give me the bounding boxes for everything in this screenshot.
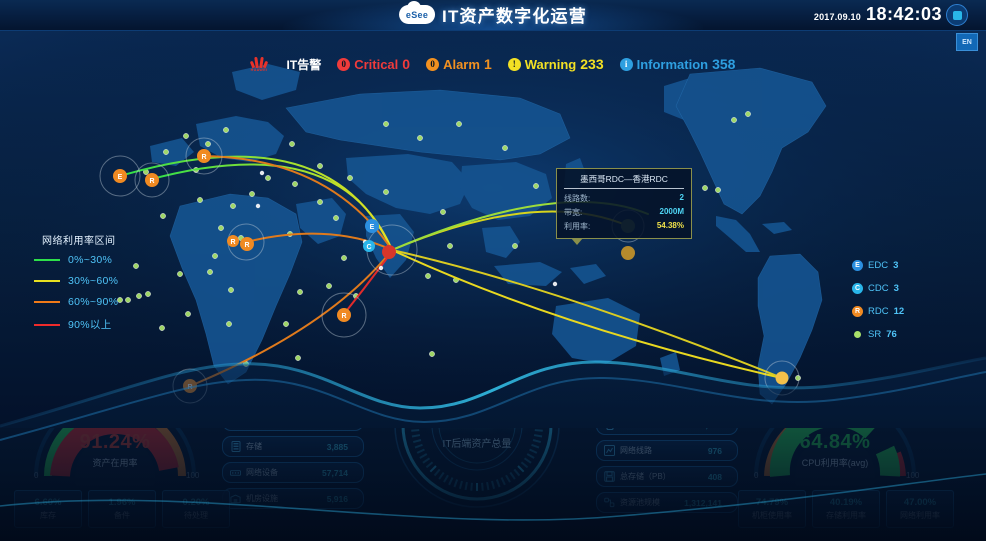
tooltip-arrow	[571, 238, 583, 245]
svg-text:R: R	[201, 154, 206, 161]
esee-logo-text: eSee	[405, 9, 429, 20]
app-branding: eSee IT资产数字化运营	[399, 1, 587, 27]
alarm-item-critical[interactable]: 0 Critical 0	[337, 56, 410, 72]
node-legend-label-edc: EDC	[868, 260, 889, 271]
node-legend-count-cdc: 3	[893, 283, 899, 294]
svg-text:R: R	[244, 242, 249, 249]
clock-date: 2017.09.10	[813, 12, 861, 22]
link-tooltip: 墨西哥RDC—香港RDC 线路数: 2 带宽: 2000M 利用率: 54.38…	[556, 168, 692, 245]
node-legend-item-cdc[interactable]: C CDC 3	[852, 283, 904, 294]
rdc-icon: R	[852, 306, 863, 317]
huawei-wordmark: HUAWEI	[250, 68, 268, 73]
warning-icon: !	[507, 57, 521, 71]
node-legend-label-cdc: CDC	[868, 283, 889, 294]
node-legend-item-sr[interactable]: SR 76	[852, 329, 904, 340]
tooltip-row-utilization: 利用率: 54.38%	[564, 221, 684, 232]
legend-swatch-green	[34, 259, 60, 261]
tooltip-value-lines: 2	[679, 193, 684, 202]
alarm-item-warning[interactable]: ! Warning 233	[507, 56, 604, 72]
alarm-count-information: 358	[712, 56, 736, 72]
information-icon: i	[619, 57, 633, 71]
tooltip-row-bandwidth: 带宽: 2000M	[564, 207, 684, 218]
critical-icon: 0	[337, 57, 351, 71]
legend-label-0-30: 0%~30%	[68, 254, 113, 266]
node-legend-count-sr: 76	[886, 329, 897, 340]
alarm-label-information: Information	[636, 56, 709, 72]
alarm-item-alarm[interactable]: 0 Alarm 1	[426, 56, 492, 72]
alarm-label-critical: Critical	[354, 56, 399, 72]
svg-text:E: E	[370, 224, 375, 231]
svg-text:R: R	[230, 239, 235, 246]
svg-text:C: C	[366, 244, 371, 251]
node-legend-item-edc[interactable]: E EDC 3	[852, 260, 904, 271]
node-legend-label-sr: SR	[868, 329, 882, 340]
cdc-icon: C	[852, 283, 863, 294]
legend-item-60-90[interactable]: 60%~90%	[34, 296, 118, 308]
svg-text:R: R	[149, 178, 154, 185]
node-legend-label-rdc: RDC	[868, 306, 889, 317]
tooltip-title: 墨西哥RDC—香港RDC	[564, 173, 684, 189]
sr-icon	[854, 331, 861, 338]
tooltip-value-bandwidth: 2000M	[659, 207, 684, 216]
svg-text:E: E	[118, 174, 123, 181]
alarm-item-information[interactable]: i Information 358	[619, 56, 736, 72]
alarm-count-warning: 233	[580, 56, 604, 72]
tooltip-key-lines: 线路数:	[564, 194, 591, 203]
top-bar: eSee IT资产数字化运营 2017.09.10 18:42:03	[0, 0, 986, 31]
legend-label-90-plus: 90%以上	[68, 319, 112, 331]
fullscreen-icon[interactable]	[946, 4, 968, 26]
legend-item-0-30[interactable]: 0%~30%	[34, 254, 118, 266]
svg-text:R: R	[341, 313, 346, 320]
legend-label-30-60: 30%~60%	[68, 275, 119, 287]
header-glow	[283, 0, 703, 30]
legend-label-60-90: 60%~90%	[68, 296, 119, 308]
tooltip-row-lines: 线路数: 2	[564, 193, 684, 204]
clock-time: 18:42:03	[865, 4, 942, 24]
alarm-bar-label: IT告警	[286, 57, 322, 72]
alarm-summary-bar: HUAWEI IT告警 0 Critical 0 0 Alarm 1 ! War…	[0, 52, 986, 76]
edc-icon: E	[852, 260, 863, 271]
legend-swatch-yellow	[34, 280, 60, 282]
node-legend-item-rdc[interactable]: R RDC 12	[852, 306, 904, 317]
node-legend-count-rdc: 12	[893, 306, 905, 317]
legend-title: 网络利用率区间	[42, 236, 116, 247]
alarm-count-alarm: 1	[483, 56, 492, 72]
clock: 2017.09.10 18:42:03	[814, 4, 942, 25]
node-type-legend: E EDC 3 C CDC 3 R RDC 12 SR 76	[852, 260, 904, 352]
huawei-fan-icon	[249, 55, 269, 69]
huawei-logo: HUAWEI	[249, 55, 269, 73]
legend-swatch-red	[34, 323, 60, 326]
network-utilization-legend: 网络利用率区间 0%~30% 30%~60% 60%~90% 90%以上	[34, 232, 118, 341]
language-toggle-button[interactable]: EN	[956, 33, 978, 51]
world-map[interactable]: E R R R R R R E C	[0, 28, 986, 428]
tooltip-key-utilization: 利用率:	[564, 222, 591, 231]
tooltip-key-bandwidth: 带宽:	[564, 208, 583, 217]
alarm-label-alarm: Alarm	[443, 56, 480, 72]
alarm-icon: 0	[426, 57, 440, 71]
legend-swatch-orange	[34, 301, 60, 303]
bottom-panel	[0, 356, 986, 541]
node-legend-count-edc: 3	[893, 260, 899, 271]
esee-logo: eSee	[399, 1, 436, 24]
legend-item-90-plus[interactable]: 90%以上	[34, 317, 118, 332]
alarm-count-critical: 0	[402, 56, 411, 72]
legend-item-30-60[interactable]: 30%~60%	[34, 275, 118, 287]
tooltip-value-utilization: 54.38%	[656, 221, 684, 230]
page-title: IT资产数字化运营	[442, 7, 587, 26]
alarm-label-warning: Warning	[524, 56, 577, 72]
